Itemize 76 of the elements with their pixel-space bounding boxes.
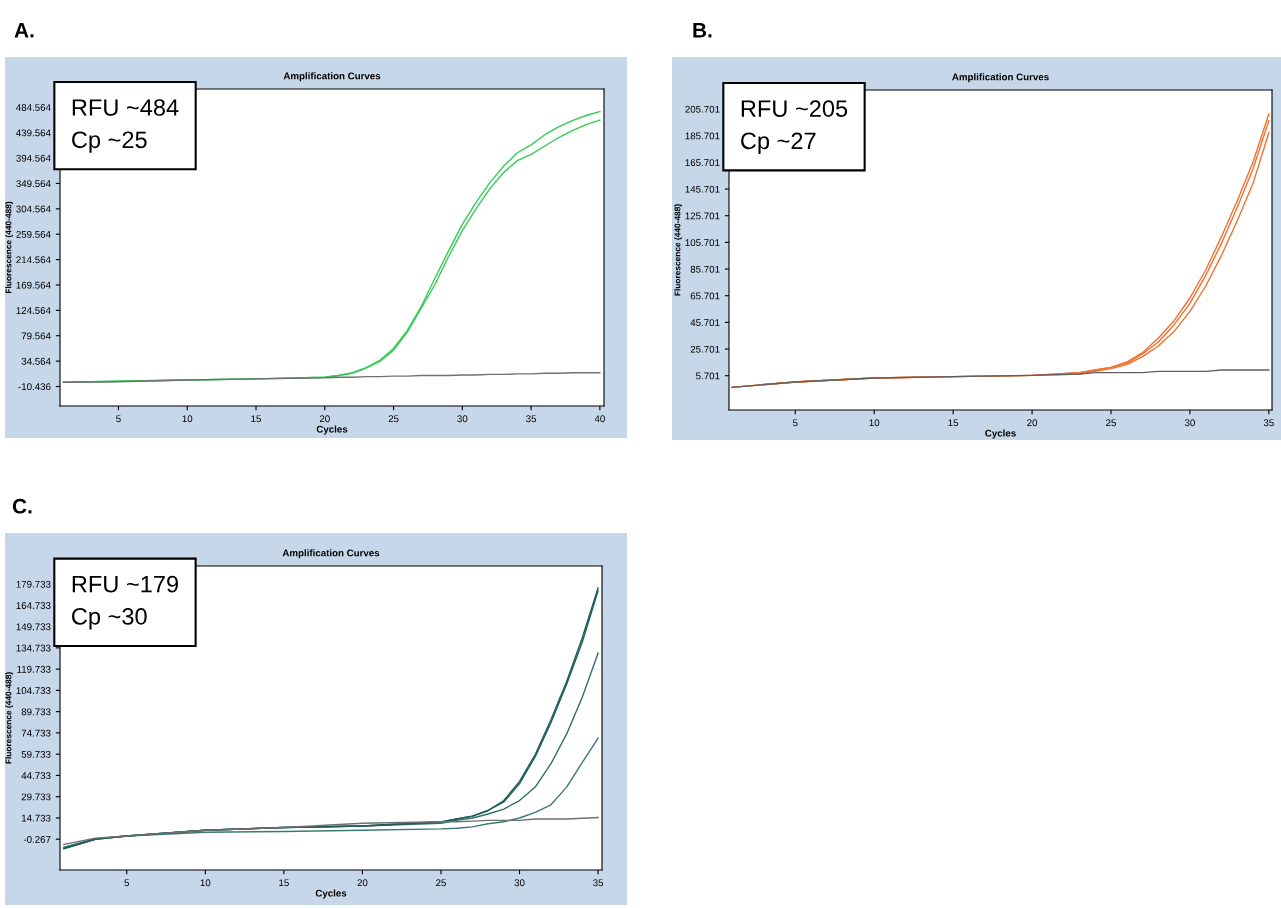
y-tick-label: 74.733 xyxy=(21,729,51,737)
y-tick-label: 29.733 xyxy=(21,793,51,801)
x-tick-label: 25 xyxy=(388,415,399,423)
x-axis-title: Cycles xyxy=(985,429,1016,439)
x-tick-label: 25 xyxy=(436,879,446,887)
y-tick-label: 259.564 xyxy=(16,230,51,238)
x-tick-label: 30 xyxy=(514,879,525,887)
y-tick-label: -0.267 xyxy=(23,835,51,843)
y-tick-label: 89.733 xyxy=(21,708,51,716)
y-tick-label: 105.701 xyxy=(685,239,720,247)
annotation: Cp ~30 xyxy=(72,608,147,630)
text: A. xyxy=(14,23,34,38)
y-tick-label: 5.701 xyxy=(696,372,720,380)
x-tick-label: 40 xyxy=(594,415,605,423)
y-tick-label: 439.564 xyxy=(16,129,51,137)
y-tick-label: 169.564 xyxy=(16,281,51,289)
chart-title: Amplification Curves xyxy=(282,549,380,559)
y-tick-label: 34.564 xyxy=(21,357,51,365)
x-axis-title: Cycles xyxy=(315,889,347,899)
x-tick-label: 5 xyxy=(124,879,130,887)
text: B. xyxy=(693,23,712,38)
y-tick-label: 59.733 xyxy=(21,750,51,758)
y-tick-label: 149.733 xyxy=(16,623,51,631)
y-tick-label: 484.564 xyxy=(16,104,51,111)
y-tick-label: 79.564 xyxy=(21,332,51,340)
x-tick-label: 15 xyxy=(948,419,959,427)
x-tick-label: 35 xyxy=(526,415,537,423)
y-tick-label: 65.701 xyxy=(690,292,720,300)
x-tick-label: 15 xyxy=(251,415,261,423)
y-tick-label: 179.733 xyxy=(16,580,51,588)
x-tick-label: 35 xyxy=(593,879,604,887)
text: C. xyxy=(12,498,32,514)
x-tick-label: 20 xyxy=(1027,419,1038,427)
y-tick-label: 349.564 xyxy=(16,180,51,188)
y-axis-title: Fluorescence (440-488) xyxy=(5,201,14,294)
x-tick-label: 20 xyxy=(357,879,368,887)
y-tick-label: 145.701 xyxy=(685,185,720,193)
y-tick-label: 45.701 xyxy=(690,319,720,327)
y-tick-label: 185.701 xyxy=(685,132,720,140)
y-tick-label: 85.701 xyxy=(690,265,720,273)
x-axis-title: Cycles xyxy=(316,425,348,435)
x-tick-label: 20 xyxy=(319,415,330,423)
y-tick-label: -10.436 xyxy=(18,383,51,391)
x-tick-label: 30 xyxy=(457,415,468,423)
y-axis-title: Fluorescence (440-488) xyxy=(5,672,14,764)
y-tick-label: 44.733 xyxy=(21,772,51,780)
y-tick-label: 164.733 xyxy=(16,602,51,609)
y-tick-label: 394.564 xyxy=(16,154,51,162)
annotation: Cp ~27 xyxy=(741,132,816,154)
x-tick-label: 15 xyxy=(279,879,289,887)
y-tick-label: 14.733 xyxy=(21,814,51,822)
x-tick-label: 10 xyxy=(869,419,880,427)
y-tick-label: 124.564 xyxy=(16,307,51,314)
y-tick-label: 125.701 xyxy=(685,212,720,220)
annotation: Cp ~25 xyxy=(72,131,147,153)
annotation: RFU ~205 xyxy=(741,100,848,117)
chart-title: Amplification Curves xyxy=(952,73,1049,83)
x-tick-label: 10 xyxy=(182,415,193,423)
annotation: RFU ~484 xyxy=(72,99,179,116)
x-tick-label: 25 xyxy=(1106,419,1116,427)
x-tick-label: 30 xyxy=(1184,419,1195,427)
x-tick-label: 35 xyxy=(1263,419,1274,427)
y-tick-label: 134.733 xyxy=(16,644,51,652)
y-tick-label: 205.701 xyxy=(685,105,720,113)
chart-title: Amplification Curves xyxy=(283,72,381,82)
x-tick-label: 5 xyxy=(116,415,121,423)
y-tick-label: 104.733 xyxy=(16,687,51,695)
y-tick-label: 165.701 xyxy=(685,159,720,167)
y-axis-title: Fluorescence (440-488) xyxy=(674,204,683,296)
y-tick-label: 214.564 xyxy=(16,256,51,264)
y-tick-label: 119.733 xyxy=(17,665,51,673)
x-tick-label: 5 xyxy=(792,419,798,427)
x-tick-label: 10 xyxy=(200,879,211,887)
y-tick-label: 304.564 xyxy=(16,205,51,213)
y-tick-label: 25.701 xyxy=(690,345,720,353)
annotation: RFU ~179 xyxy=(72,575,178,593)
